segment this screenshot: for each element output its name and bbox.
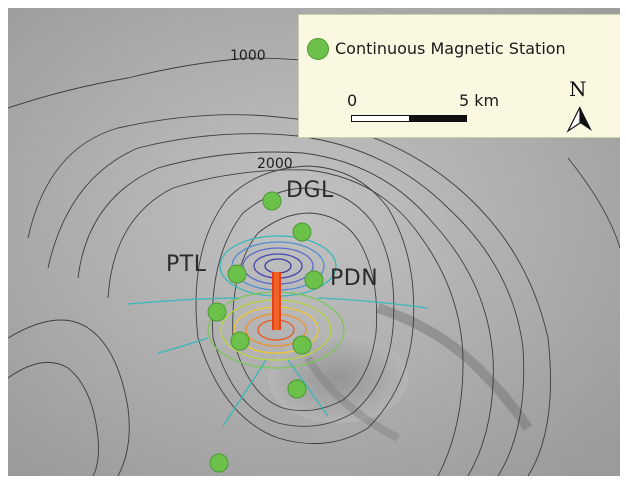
map-panel: 1000 2000 DGL PTL PDN Continuous Magneti… xyxy=(8,8,620,476)
station-far-south[interactable] xyxy=(209,453,229,473)
zero-line-right xyxy=(317,297,429,309)
station-ptl[interactable] xyxy=(227,264,247,284)
tail-line-2 xyxy=(287,359,329,417)
station-west[interactable] xyxy=(207,302,227,322)
contour-outer-1 xyxy=(27,114,551,476)
green-dot-icon xyxy=(307,38,329,60)
contour-2000 xyxy=(195,165,415,445)
contour-outer-4 xyxy=(107,169,464,476)
station-north-2[interactable] xyxy=(292,222,312,242)
contour-left-lobe-2 xyxy=(8,361,99,476)
station-label-dgl: DGL xyxy=(286,178,334,203)
contour-outer-2 xyxy=(47,133,525,476)
station-dgl[interactable] xyxy=(262,191,282,211)
zero-line-left xyxy=(127,297,239,305)
tail-line-1 xyxy=(222,359,267,427)
contour-label-2000: 2000 xyxy=(257,156,293,172)
scale-bar-black-segment xyxy=(409,116,466,121)
contour-outer-3 xyxy=(77,151,494,476)
contour-inner-1 xyxy=(211,187,395,427)
stations xyxy=(207,191,324,473)
contour-inner-2 xyxy=(232,212,378,412)
station-pdn[interactable] xyxy=(304,270,324,290)
station-south-east[interactable] xyxy=(292,335,312,355)
contour-right xyxy=(567,157,620,249)
scale-bar xyxy=(351,115,467,122)
scale-start-label: 0 xyxy=(347,91,358,110)
tail-line-3 xyxy=(157,337,209,354)
legend-station-label: Continuous Magnetic Station xyxy=(335,39,566,58)
topographic-contours xyxy=(8,57,620,476)
summit-crater xyxy=(268,333,408,423)
station-south-west[interactable] xyxy=(230,331,250,351)
station-south[interactable] xyxy=(287,379,307,399)
north-arrow-icon xyxy=(566,106,592,133)
ridge-shadow xyxy=(376,303,533,431)
station-label-ptl: PTL xyxy=(166,252,207,277)
station-label-pdn: PDN xyxy=(330,266,379,291)
scale-end-label: 5 km xyxy=(459,91,500,110)
contour-label-1000: 1000 xyxy=(230,48,266,64)
contour-left-lobe xyxy=(8,319,130,476)
ridge-shadow-2 xyxy=(304,355,400,442)
north-label: N xyxy=(569,77,587,101)
map-legend: Continuous Magnetic Station 0 5 km N xyxy=(298,14,620,138)
dike-source-core xyxy=(274,272,279,330)
